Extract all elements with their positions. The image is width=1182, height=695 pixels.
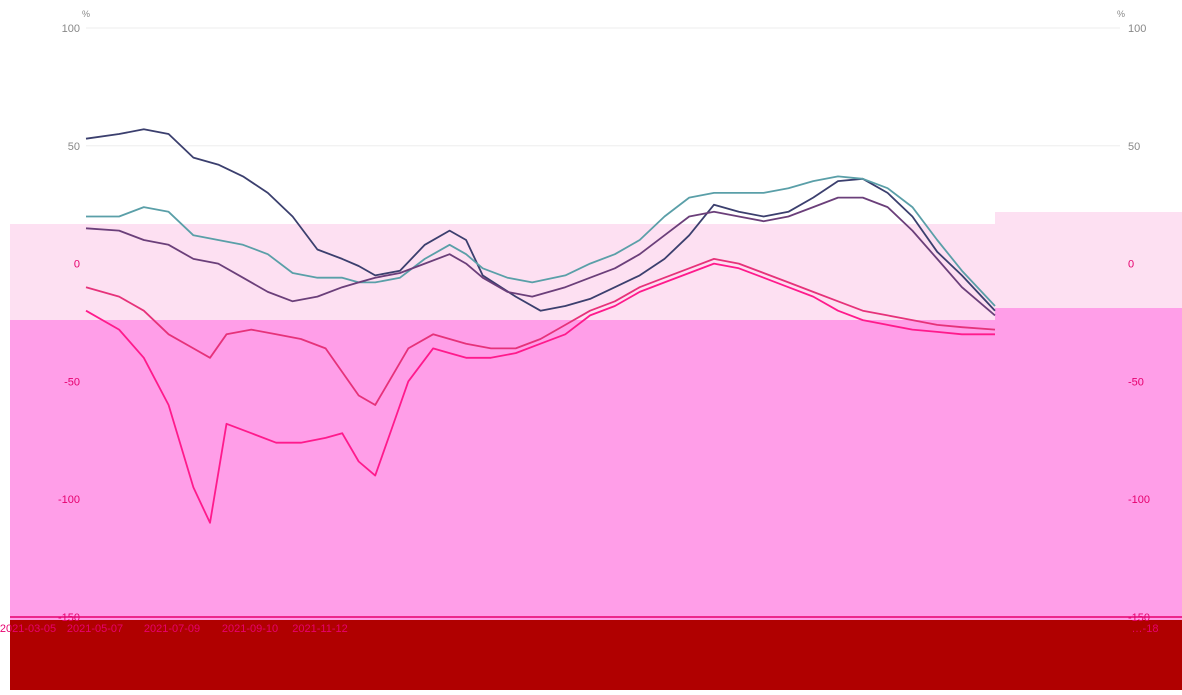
right-y-tick: 0 xyxy=(1128,259,1134,271)
light-band xyxy=(10,224,1182,321)
right-y-tick: -150 xyxy=(1128,612,1150,624)
right-axis-unit: % xyxy=(1117,9,1125,19)
right-y-tick: 100 xyxy=(1128,23,1146,35)
left-y-tick: -50 xyxy=(64,376,80,388)
pink-band xyxy=(10,320,995,620)
left-axis-unit: % xyxy=(82,9,90,19)
left-y-tick: 100 xyxy=(62,23,80,35)
right-y-tick: 50 xyxy=(1128,141,1140,153)
series-line-5 xyxy=(85,258,996,406)
x-tick-label: 2021-03-05 xyxy=(0,623,56,635)
series-line-2 xyxy=(86,175,996,307)
left-axis: % 100 50 0 -50 -100 -150 xyxy=(58,9,90,624)
series-lines xyxy=(85,128,996,524)
right-y-tick: -50 xyxy=(1128,376,1144,388)
left-y-tick: -100 xyxy=(58,494,80,506)
x-tick-label: 2021-07-09 xyxy=(144,623,200,635)
x-tick-label: …-18 xyxy=(1132,623,1159,635)
light-band-right xyxy=(995,212,1182,312)
x-tick-label: 2021-09-10 xyxy=(222,623,278,635)
x-tick-label: 2021-11-12 xyxy=(292,623,347,635)
series-line-3 xyxy=(85,196,996,317)
overlay-bands xyxy=(10,212,1182,690)
x-tick-label: 2021-05-07 xyxy=(67,623,123,635)
right-axis: % 100 50 0 -50 -100 -150 xyxy=(1117,9,1150,624)
dark-band xyxy=(10,620,1182,690)
left-y-tick: 0 xyxy=(74,259,80,271)
right-y-tick: -100 xyxy=(1128,494,1150,506)
series-line-4 xyxy=(85,262,995,524)
left-y-tick: -150 xyxy=(58,612,80,624)
pink-band-right xyxy=(995,308,1182,620)
series-line-1 xyxy=(85,128,996,312)
left-y-tick: 50 xyxy=(68,141,80,153)
x-axis: 2021-03-05 2021-05-07 2021-07-09 2021-09-10… xyxy=(0,616,1182,635)
